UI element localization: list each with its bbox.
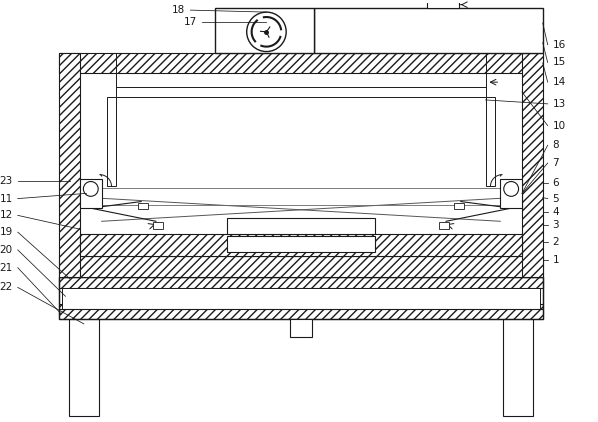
Text: 11: 11	[0, 194, 13, 203]
Bar	[59, 53, 80, 276]
Bar	[62, 288, 540, 312]
Text: 18: 18	[172, 5, 185, 15]
Text: 10: 10	[553, 121, 566, 130]
Bar	[439, 222, 449, 229]
Bar	[501, 179, 522, 208]
Bar	[61, 287, 541, 304]
Bar	[454, 203, 464, 209]
Bar	[80, 179, 102, 208]
Bar	[59, 309, 543, 319]
Bar	[59, 53, 543, 73]
Bar	[504, 297, 533, 416]
Bar	[59, 276, 543, 319]
Bar	[59, 276, 543, 288]
Bar	[106, 97, 117, 187]
Bar	[522, 53, 543, 276]
Bar	[80, 73, 522, 256]
Bar	[314, 8, 543, 53]
Text: 3: 3	[553, 220, 559, 230]
Text: 8: 8	[553, 140, 559, 150]
Bar	[80, 234, 522, 256]
Bar	[59, 285, 543, 304]
Text: 7: 7	[553, 158, 559, 168]
Text: 15: 15	[553, 57, 566, 68]
Bar	[69, 297, 99, 416]
Text: 20: 20	[0, 245, 13, 255]
Text: 14: 14	[553, 77, 566, 87]
Text: 21: 21	[0, 262, 13, 273]
Bar	[59, 256, 543, 276]
Text: 13: 13	[553, 99, 566, 109]
Bar	[215, 8, 314, 53]
Text: 23: 23	[0, 176, 13, 186]
Bar	[428, 1, 459, 8]
Bar	[486, 97, 495, 187]
Bar	[117, 87, 486, 97]
Bar	[227, 218, 375, 234]
Bar	[59, 276, 543, 287]
Bar	[138, 203, 148, 209]
Text: 12: 12	[0, 211, 13, 220]
Text: 5: 5	[553, 194, 559, 203]
Text: 4: 4	[553, 207, 559, 217]
Text: 1: 1	[553, 255, 559, 265]
Text: 16: 16	[553, 40, 566, 50]
Bar	[153, 222, 163, 229]
Text: 19: 19	[0, 227, 13, 237]
Text: 22: 22	[0, 282, 13, 292]
Bar	[290, 319, 312, 337]
Text: 17: 17	[184, 17, 197, 27]
Bar	[59, 304, 543, 314]
Text: 2: 2	[553, 237, 559, 247]
Text: 6: 6	[553, 178, 559, 188]
Bar	[227, 236, 375, 252]
